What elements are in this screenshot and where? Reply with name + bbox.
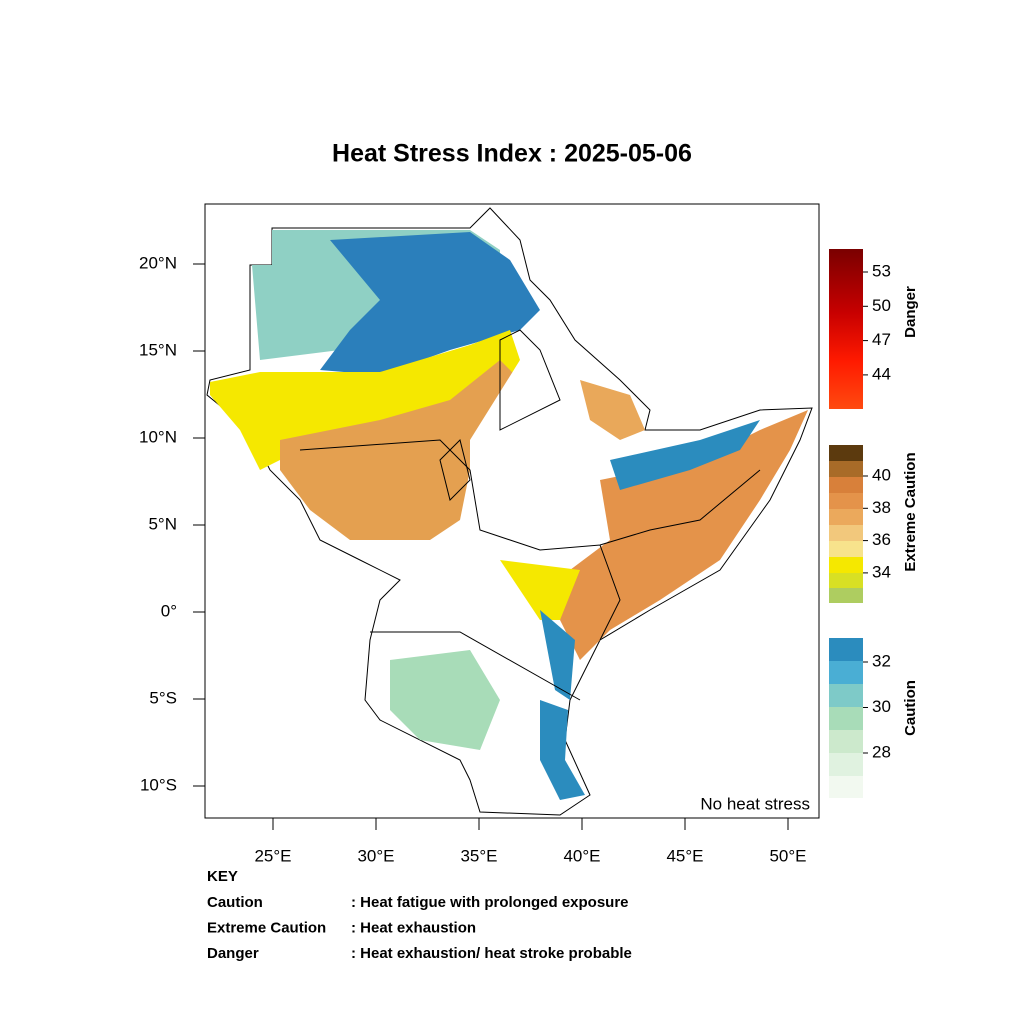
color-step: [829, 573, 863, 588]
color-step: [829, 477, 863, 493]
caution-colorbar: [829, 638, 863, 798]
caution-high-zone: [610, 420, 760, 490]
color-step: [829, 707, 863, 730]
color-step: [829, 638, 863, 661]
y-tick-label: 0°: [161, 601, 177, 620]
color-step: [829, 509, 863, 525]
legend-tick-label: 28: [872, 742, 891, 761]
legend-tick-label: 34: [872, 562, 891, 581]
key-term: Caution: [207, 894, 263, 911]
color-step: [829, 776, 863, 798]
key-term: Danger: [207, 945, 259, 962]
map-frame: [204, 203, 820, 819]
title: Heat Stress Index : 2025-05-06: [332, 140, 692, 168]
legend-tick-label: 38: [872, 498, 891, 517]
legend-tick-label: 30: [872, 697, 891, 716]
y-tick-label: 15°N: [139, 340, 177, 359]
legend-group-name: Extreme Caution: [902, 452, 919, 571]
key-description: : Heat exhaustion: [351, 919, 476, 936]
legend-tick-label: 32: [872, 651, 891, 670]
border: [439, 329, 561, 501]
color-step: [829, 753, 863, 776]
x-tick-label: 45°E: [666, 846, 703, 865]
color-step: [829, 525, 863, 541]
y-tick-label: 20°N: [139, 253, 177, 272]
border: [299, 439, 761, 701]
danger-colorbar: [829, 249, 863, 409]
color-step: [829, 730, 863, 753]
caution-high-zone: [540, 700, 585, 800]
color-step: [829, 557, 863, 573]
legend-tick-label: 50: [872, 296, 891, 315]
y-tick-label: 10°S: [140, 775, 177, 794]
y-tick-label: 5°N: [148, 514, 177, 533]
legend-tick-label: 47: [872, 330, 891, 349]
y-tick-label: 10°N: [139, 427, 177, 446]
note: No heat stress: [700, 794, 810, 813]
legend-tick-label: 53: [872, 261, 891, 280]
extreme-caution-zone: [580, 380, 645, 440]
x-tick-label: 50°E: [769, 846, 806, 865]
key-term: Extreme Caution: [207, 919, 326, 936]
extreme-caution-zone: [560, 410, 808, 660]
color-step: [829, 445, 863, 461]
axes: 20°N 15°N 10°N 5°N 0° 5°S 10°S 25°E 30°E 35°E 40°E…: [139, 253, 807, 865]
key-title: KEY: [207, 868, 238, 885]
map: [206, 207, 813, 816]
x-tick-label: 40°E: [563, 846, 600, 865]
legend-group-name: Danger: [902, 286, 919, 338]
legend: Danger 53 50 47 44 Extreme Caution 40 38 36 34 Cau…: [863, 261, 919, 761]
key-description: : Heat exhaustion/ heat stroke probable: [351, 945, 632, 962]
color-step: [829, 684, 863, 707]
x-tick-label: 35°E: [460, 846, 497, 865]
extreme-caution-colorbar: [829, 445, 863, 603]
no-stress-zone: [470, 360, 600, 560]
x-tick-label: 30°E: [357, 846, 394, 865]
caution-zone: [390, 650, 500, 750]
color-step: [829, 461, 863, 477]
color-step: [829, 588, 863, 603]
legend-group-name: Caution: [902, 680, 919, 736]
caution-high-zone: [320, 232, 540, 375]
color-step: [829, 493, 863, 509]
key-description: : Heat fatigue with prolonged exposure: [351, 894, 629, 911]
y-tick-label: 5°S: [149, 688, 177, 707]
extreme-caution-zone: [500, 560, 580, 620]
color-step: [829, 541, 863, 557]
caution-high-zone: [540, 610, 575, 700]
legend-tick-label: 36: [872, 530, 891, 549]
key: KEY Caution : Heat fatigue with prolonged…: [207, 868, 632, 962]
legend-tick-label: 40: [872, 465, 891, 484]
x-tick-label: 25°E: [254, 846, 291, 865]
legend-tick-label: 44: [872, 364, 891, 383]
extreme-caution-zone: [280, 360, 520, 540]
color-step: [829, 661, 863, 684]
